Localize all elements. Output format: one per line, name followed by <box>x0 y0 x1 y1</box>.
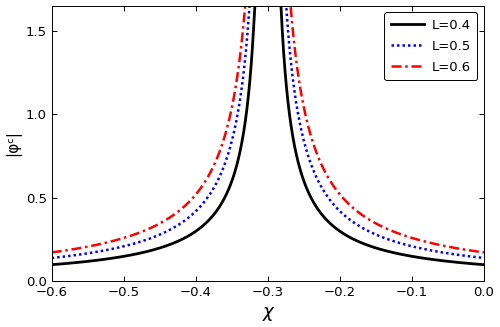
Legend: L=0.4, L=0.5, L=0.6: L=0.4, L=0.5, L=0.6 <box>384 12 478 80</box>
X-axis label: χ: χ <box>262 303 273 321</box>
Y-axis label: |φᶜ|: |φᶜ| <box>6 130 22 157</box>
